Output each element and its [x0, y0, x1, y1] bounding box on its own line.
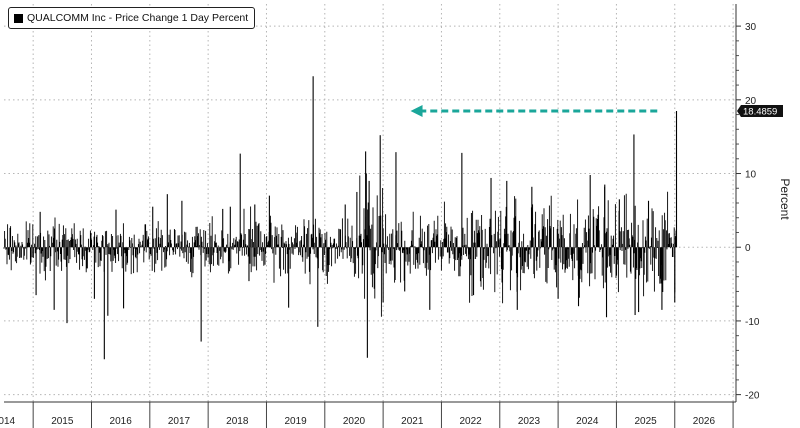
axes: 30 20 10 0 -10 -20 2014 2015 2016 2017 2018 2019 202… — [0, 4, 792, 428]
x-tick-label: 2019 — [285, 416, 308, 427]
x-tick-label: 2017 — [168, 416, 191, 427]
y-tick-label: 20 — [745, 96, 757, 107]
y-tick-label: -20 — [745, 391, 760, 402]
x-tick-label: 2018 — [226, 416, 249, 427]
x-tick-label: 2021 — [401, 416, 424, 427]
last-value-label: 18.4859 — [743, 106, 777, 117]
x-tick-label: 2016 — [110, 416, 133, 427]
y-tick-label: -10 — [745, 317, 760, 328]
legend-swatch — [14, 13, 23, 23]
y-tick-label: 10 — [745, 170, 757, 181]
x-tick-label: 2023 — [518, 416, 541, 427]
x-tick-label: 2014 — [0, 416, 16, 427]
x-tick-label: 2024 — [576, 416, 599, 427]
x-tick-label: 2015 — [51, 416, 74, 427]
y-tick-label: 0 — [745, 243, 751, 254]
price-change-noise — [3, 173, 677, 317]
annotations: 18.4859 — [410, 104, 783, 117]
x-tick-label: 2020 — [343, 416, 366, 427]
legend-label: QUALCOMM Inc - Price Change 1 Day Percen… — [27, 12, 249, 24]
x-tick-label: 2025 — [634, 416, 657, 427]
data-series — [3, 76, 678, 360]
x-tick-label: 2026 — [693, 416, 716, 427]
legend: QUALCOMM Inc - Price Change 1 Day Percen… — [8, 7, 256, 29]
y-tick-label: 30 — [745, 22, 757, 33]
y-axis-title: Percent — [778, 178, 792, 220]
last-value-marker — [737, 104, 783, 117]
arrow-head — [410, 104, 423, 117]
x-tick-label: 2022 — [459, 416, 482, 427]
